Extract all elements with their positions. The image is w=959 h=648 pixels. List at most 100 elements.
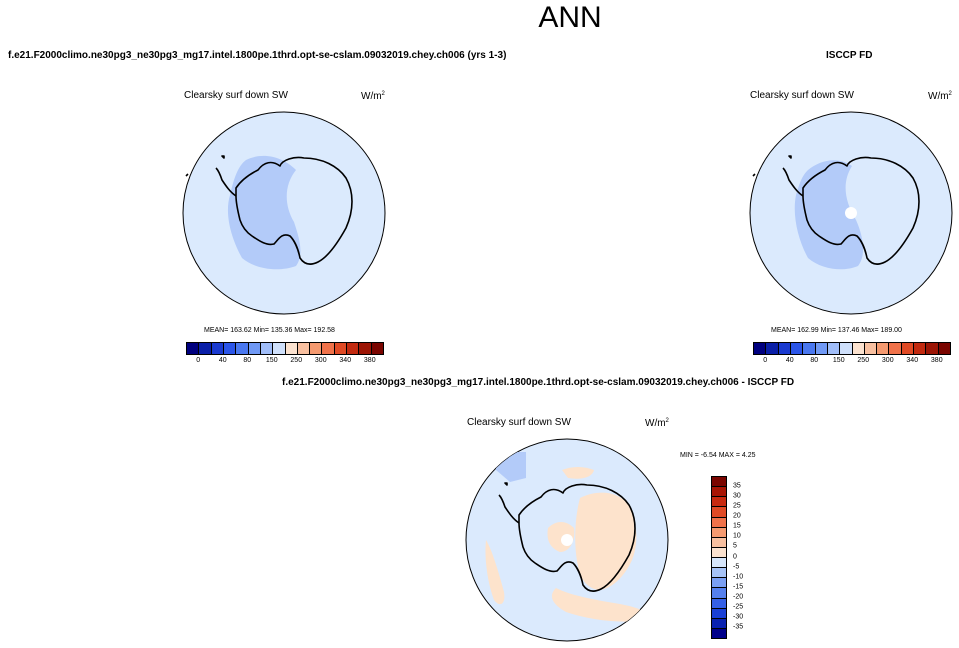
colorbar-right-swatch <box>827 343 841 354</box>
panel-diff-positive-east <box>575 492 637 590</box>
colorbar-right-swatch <box>889 343 902 354</box>
colorbar-left-ticks-label: 40 <box>218 357 227 364</box>
colorbar-diff-swatch <box>712 558 726 569</box>
colorbar-diff-tick-label: 10 <box>733 532 741 540</box>
panel-right-peninsula <box>782 167 804 197</box>
colorbar-right-swatch <box>778 343 791 354</box>
panel-left-model-region <box>227 155 301 270</box>
panel-right-units: W/m2 <box>928 91 952 102</box>
colorbar-left-swatch <box>211 343 224 354</box>
panel-diff-positive-west <box>485 540 505 605</box>
panel-diff-positive-center <box>547 522 575 552</box>
panel-diff-peninsula <box>498 494 520 524</box>
colorbar-left-swatch <box>371 343 383 354</box>
panel-left-island <box>221 155 225 159</box>
panel-diff-pole-hole <box>561 534 573 546</box>
colorbar-diff-swatch <box>712 608 726 619</box>
colorbar-left-swatch <box>223 343 237 354</box>
colorbar-right-swatch <box>766 343 779 354</box>
colorbar-diff-tick-label: 5 <box>733 542 737 550</box>
colorbar-left-swatch <box>236 343 249 354</box>
panel-right-variable: Clearsky surf down SW <box>750 90 854 101</box>
colorbar-diff-tick-label: 35 <box>733 482 741 490</box>
colorbar-diff-tick-label: -20 <box>733 593 744 601</box>
colorbar-diff-tick-label: 30 <box>733 492 741 500</box>
colorbar-left-swatch <box>248 343 261 354</box>
colorbar-diff-swatch <box>712 578 726 589</box>
colorbar-diff-swatch <box>712 568 726 579</box>
colorbar-diff-swatch <box>712 598 726 609</box>
panel-right-pole-hole <box>845 207 857 219</box>
panel-diff-positive-north <box>562 467 594 479</box>
panel-left-variable: Clearsky surf down SW <box>184 90 288 101</box>
colorbar-left-ticks-label: 300 <box>314 357 327 364</box>
panel-left-peninsula <box>215 167 237 197</box>
colorbar-right-swatch <box>901 343 915 354</box>
panel-diff-negative-region <box>496 452 526 482</box>
colorbar-right-swatch <box>852 343 865 354</box>
colorbar-right-swatch <box>840 343 853 354</box>
panel-left-antarctica-coast <box>235 156 353 265</box>
colorbar-right-ticks-label: 40 <box>785 357 794 364</box>
colorbar-diff-ticks: 35 30 25 20 15 10 5 0 -5 -10 -15 -20 -25 -30 -35 <box>733 476 763 637</box>
colorbar-right-swatch <box>877 343 890 354</box>
colorbar-right-swatch <box>803 343 816 354</box>
colorbar-left-swatch <box>260 343 274 354</box>
page-title: ANN <box>538 1 602 34</box>
panel-right-model-region <box>794 160 864 270</box>
colorbar-diff-tick-label: -10 <box>733 573 744 581</box>
colorbar-right-ticks-label: 340 <box>906 357 919 364</box>
panel-diff-stats: MIN = -6.54 MAX = 4.25 <box>680 452 756 459</box>
panel-diff-case-title: f.e21.F2000climo.ne30pg3_ne30pg3_mg17.in… <box>282 377 795 388</box>
colorbar-diff-swatch <box>712 487 726 498</box>
colorbar-right-swatch <box>864 343 878 354</box>
colorbar-left-swatch <box>285 343 298 354</box>
colorbar-left-ticks-label: 0 <box>196 357 201 364</box>
colorbar-left-ticks-label: 250 <box>290 357 303 364</box>
panel-right-ocean <box>749 111 953 315</box>
colorbar-left-swatch <box>199 343 212 354</box>
colorbar-left-swatch <box>347 343 360 354</box>
colorbar-left-ticks: 0 40 80 150 250 300 340 380 <box>186 357 382 367</box>
colorbar-diff-swatch <box>712 588 726 599</box>
panel-left-west-edge <box>185 173 189 177</box>
colorbar-diff-tick-label: -35 <box>733 623 744 631</box>
panel-right-island <box>788 155 792 159</box>
colorbar-diff-tick-label: 20 <box>733 512 741 520</box>
colorbar-diff-tick-label: -25 <box>733 603 744 611</box>
colorbar-right-ticks: 0 40 80 150 250 300 340 380 <box>753 357 949 367</box>
colorbar-left <box>186 342 384 355</box>
colorbar-diff-tick-label: -5 <box>733 563 740 571</box>
colorbar-diff-swatch <box>712 507 726 518</box>
colorbar-right-ticks-label: 250 <box>857 357 870 364</box>
panel-diff-units: W/m2 <box>645 418 669 429</box>
panel-diff-positive-south <box>551 588 647 622</box>
colorbar-left-swatch <box>334 343 348 354</box>
panel-diff-ocean <box>465 438 669 642</box>
panel-right-stats: MEAN= 162.99 Min= 137.46 Max= 189.00 <box>771 327 902 334</box>
colorbar-diff-swatch <box>712 618 726 629</box>
colorbar-left-swatch <box>187 343 200 354</box>
colorbar-left-ticks-label: 380 <box>363 357 376 364</box>
colorbar-right-ticks-label: 0 <box>763 357 768 364</box>
colorbar-right-ticks-label: 150 <box>832 357 845 364</box>
colorbar-right-swatch <box>754 343 767 354</box>
colorbar-diff-tick-label: 0 <box>733 553 737 560</box>
colorbar-left-ticks-label: 80 <box>243 357 252 364</box>
colorbar-left-swatch <box>310 343 323 354</box>
colorbar-right-swatch <box>938 343 950 354</box>
colorbar-diff-tick-label: -15 <box>733 583 744 591</box>
colorbar-left-swatch <box>322 343 335 354</box>
colorbar-left-swatch <box>273 343 286 354</box>
panel-left-case-title: f.e21.F2000climo.ne30pg3_ne30pg3_mg17.in… <box>8 50 507 61</box>
colorbar-right-swatch <box>914 343 927 354</box>
colorbar-left-ticks-label: 150 <box>265 357 278 364</box>
panel-diff-variable: Clearsky surf down SW <box>467 417 571 428</box>
colorbar-diff-swatch <box>712 477 726 488</box>
colorbar-diff-swatch <box>712 517 726 528</box>
panel-diff-antarctica-coast <box>518 483 636 592</box>
colorbar-left-swatch <box>359 343 372 354</box>
colorbar-diff-swatch <box>712 497 726 508</box>
colorbar-right <box>753 342 951 355</box>
panel-left-ocean <box>182 111 386 315</box>
